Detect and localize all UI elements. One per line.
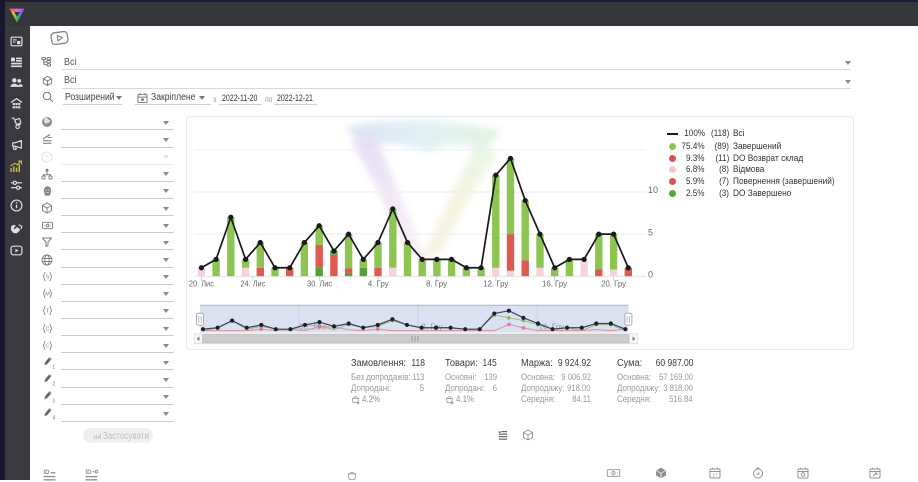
svg-text:C: C [45,343,49,349]
svg-text:24. Лис: 24. Лис [240,279,266,289]
svg-text:30. Лис: 30. Лис [307,279,333,289]
svg-text:16. Гру: 16. Гру [539,323,565,332]
svg-text:ID: ID [43,470,50,476]
svg-text:ID: ID [86,470,93,476]
svg-text:4. Гру: 4. Гру [368,279,390,289]
svg-text:17: 17 [712,473,718,478]
svg-text:8. Гру: 8. Гру [426,279,448,289]
svg-text:10: 10 [648,185,658,195]
svg-text:12. Гру: 12. Гру [483,279,509,289]
svg-text:5: 5 [648,227,653,237]
svg-text:20. Гру: 20. Гру [601,279,627,289]
svg-text:30. Лис: 30. Лис [299,323,326,332]
svg-text:M: M [45,292,50,298]
svg-text:8. Гру: 8. Гру [421,323,442,332]
svg-text:4: 4 [52,416,55,421]
svg-text:C: C [45,326,49,332]
svg-text:?: ? [45,154,49,161]
svg-text:16. Гру: 16. Гру [542,279,568,289]
svg-text:20. Лис: 20. Лис [189,279,215,289]
svg-text:0: 0 [648,269,653,279]
svg-text:T: T [45,309,49,315]
svg-text:3: 3 [52,399,55,404]
svg-text:2: 2 [52,382,55,387]
svg-text:1: 1 [52,364,55,369]
svg-text:S: S [45,275,49,281]
